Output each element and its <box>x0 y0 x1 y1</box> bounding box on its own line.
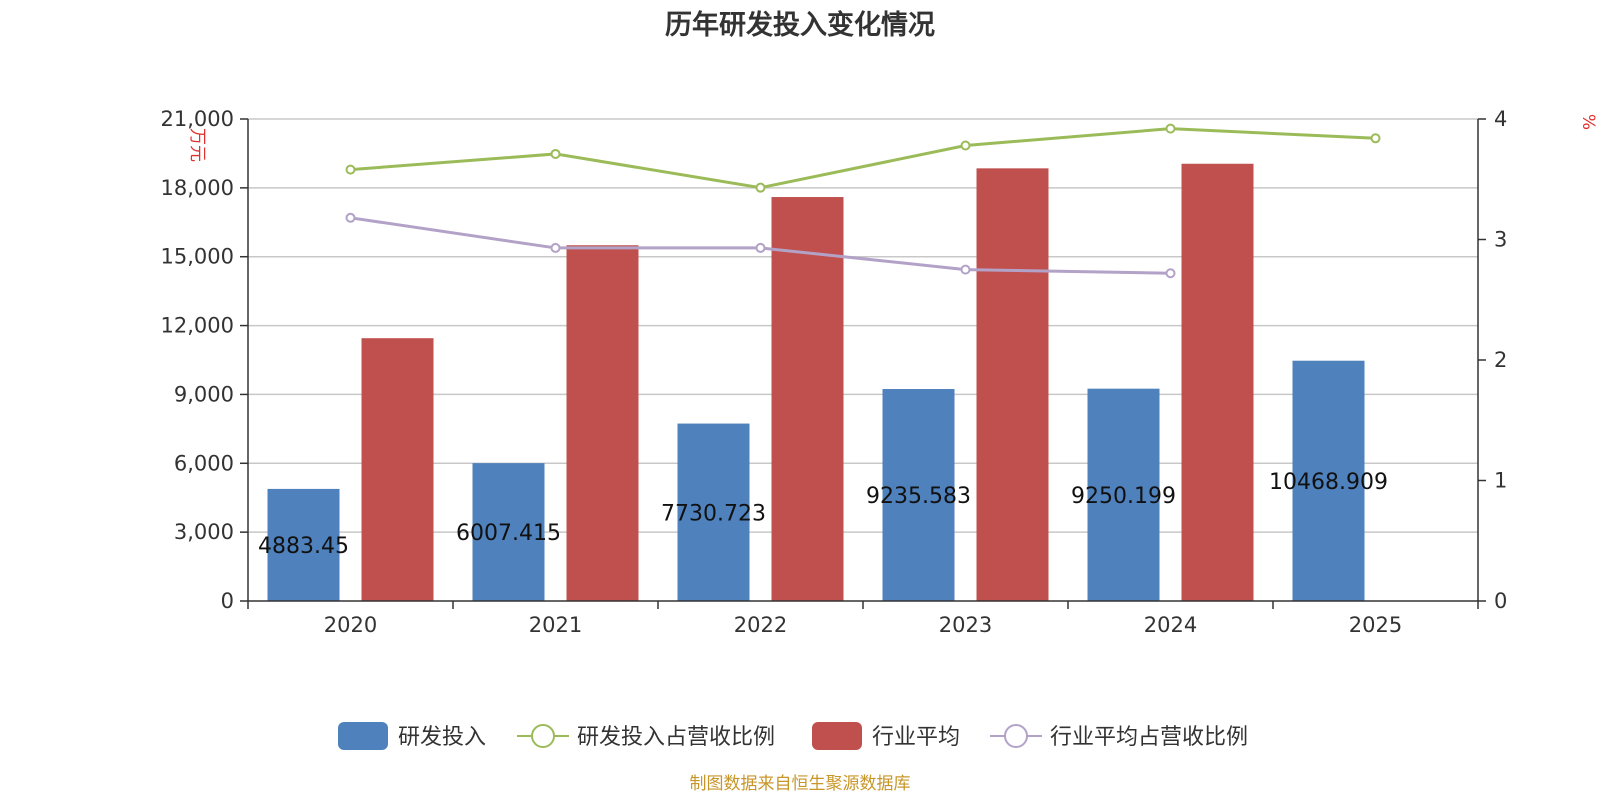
rd-investment-bar <box>267 488 340 601</box>
right-axis-tick-label: 2 <box>1494 348 1507 372</box>
rd-ratio-point <box>1370 133 1381 144</box>
rd-investment-bar <box>472 463 545 601</box>
rd-ratio-point <box>960 140 971 151</box>
x-axis-tick-label: 2024 <box>1144 613 1197 637</box>
legend-industry-ratio: 行业平均占营收比例 <box>990 724 1248 750</box>
chart-title: 历年研发投入变化情况 <box>665 9 935 41</box>
rd-ratio-point <box>755 182 766 193</box>
industry-average-bar <box>566 245 639 601</box>
left-axis-tick-label: 3,000 <box>174 520 234 544</box>
legend-swatch <box>812 722 862 750</box>
x-axis-tick-label: 2022 <box>734 613 787 637</box>
legend-label: 行业平均 <box>872 725 960 750</box>
legend-rd-ratio: 研发投入占营收比例 <box>517 724 775 750</box>
legend-swatch <box>338 722 388 750</box>
right-axis-tick-label: 1 <box>1494 469 1507 493</box>
x-axis-tick-label: 2023 <box>939 613 992 637</box>
legend-industry-average: 行业平均 <box>812 722 960 750</box>
left-axis-unit: 万元 <box>187 128 207 162</box>
industry-ratio-point <box>960 264 971 275</box>
industry-average-bar <box>771 197 844 602</box>
rd-investment-data-label: 4883.45 <box>258 534 349 559</box>
left-axis-tick-label: 15,000 <box>161 245 234 269</box>
left-axis-tick-label: 0 <box>221 589 234 613</box>
legend-marker <box>1004 724 1028 748</box>
right-axis-tick-label: 0 <box>1494 589 1507 613</box>
industry-ratio-point <box>345 212 356 223</box>
left-axis-tick-label: 12,000 <box>161 314 234 338</box>
x-axis-tick-label: 2020 <box>324 613 377 637</box>
rd-ratio-line <box>350 127 1376 190</box>
rd-investment-data-label: 9250.199 <box>1071 484 1176 509</box>
industry-ratio-point <box>1165 268 1176 279</box>
right-axis-tick-label: 4 <box>1494 107 1507 131</box>
x-axis-tick-label: 2021 <box>529 613 582 637</box>
legend-label: 研发投入 <box>398 725 486 750</box>
ratio-lines <box>345 123 1381 279</box>
rd-investment-bar <box>1087 388 1160 601</box>
rd-investment-data-label: 10468.909 <box>1269 470 1388 495</box>
left-axis-tick-label: 21,000 <box>161 107 234 131</box>
grid-lines <box>248 118 1478 533</box>
rd-investment-data-label: 9235.583 <box>866 484 971 509</box>
rd-investment-data-label: 7730.723 <box>661 501 766 526</box>
industry-ratio-point <box>550 242 561 253</box>
rd-investment-bar <box>1292 360 1365 601</box>
rd-investment-data-label: 6007.415 <box>456 521 561 546</box>
left-axis-tick-label: 6,000 <box>174 451 234 475</box>
industry-average-bar <box>361 338 434 601</box>
rd-ratio-point <box>1165 123 1176 134</box>
axes: 0 3,000 6,000 9,000 12,000 15,000 18,000 21,000… <box>161 107 1508 637</box>
source-note: 制图数据来自恒生聚源数据库 <box>690 774 911 794</box>
left-axis-tick-label: 9,000 <box>174 382 234 406</box>
x-axis-tick-label: 2025 <box>1349 613 1402 637</box>
right-axis-tick-label: 3 <box>1494 228 1507 252</box>
industry-average-bar <box>1181 163 1254 601</box>
right-axis-unit: % <box>1578 114 1598 130</box>
industry-ratio-point <box>755 242 766 253</box>
rd-ratio-point <box>550 148 561 159</box>
industry-average-bar <box>976 168 1049 601</box>
legend-marker <box>531 724 555 748</box>
left-axis-tick-label: 18,000 <box>161 176 234 200</box>
legend: 研发投入 研发投入占营收比例 行业平均 行业平均占营收比例 <box>338 722 1248 750</box>
rd-ratio-point <box>345 164 356 175</box>
rd-investment-bar <box>677 423 750 601</box>
bars <box>267 163 1365 602</box>
data-labels: 4883.45 6007.415 7730.723 9235.583 9250.199 1… <box>258 470 1388 559</box>
rd-investment-bar <box>882 389 955 601</box>
legend-rd-investment: 研发投入 <box>338 722 486 750</box>
legend-label: 行业平均占营收比例 <box>1050 725 1248 750</box>
legend-label: 研发投入占营收比例 <box>577 725 775 750</box>
